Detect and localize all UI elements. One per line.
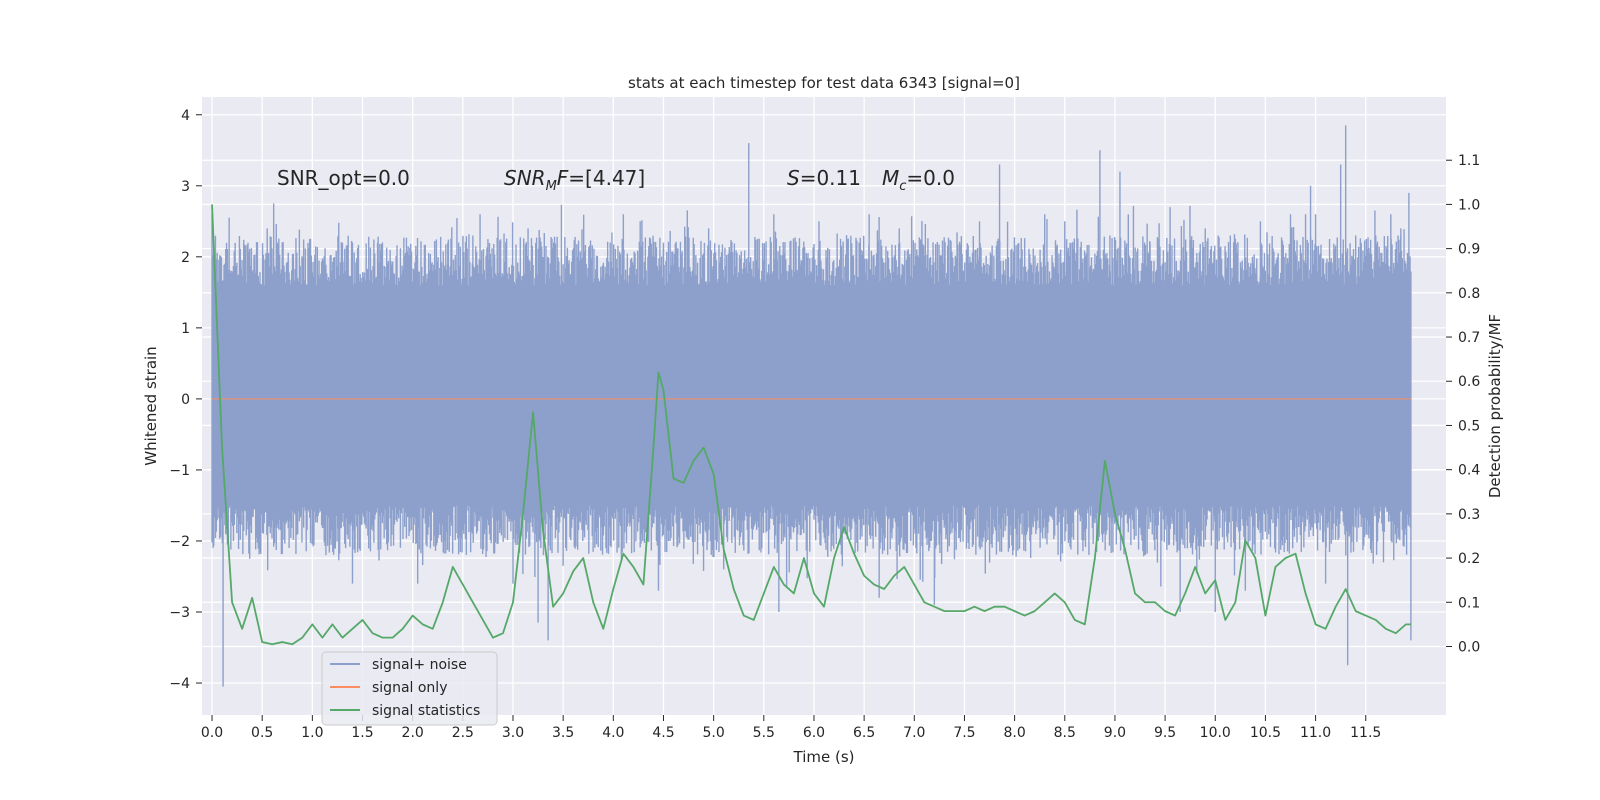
y-axis-right: 1.1 1.0 0.9 0.8 0.7 0.6 0.5 0.4 0.3 0.2 0.1 0.0 [1446,153,1480,655]
x-tick-label: 4.5 [652,725,674,741]
y-tick-label: −2 [169,534,190,550]
y-right-tick-label: 0.4 [1458,463,1480,479]
legend: signal+ noise signal only signal statist… [321,651,498,726]
snr-mf-symbol: SNR [504,166,546,190]
x-axis: 0.0 0.5 1.0 1.5 2.0 2.5 3.0 3.5 4.0 4.5 5.0 5.5 6.0 6… [201,715,1381,741]
legend-label-stats: signal statistics [372,703,480,719]
x-tick-label: 1.0 [301,725,323,741]
x-tick-label: 9.0 [1104,725,1126,741]
x-tick-label: 5.5 [753,725,775,741]
x-tick-label: 2.0 [402,725,424,741]
mc-symbol: M [882,166,899,190]
x-tick-label: 8.0 [1003,725,1025,741]
y-right-tick-label: 0.2 [1458,551,1480,567]
x-tick-label: 2.5 [452,725,474,741]
y-axis-label: Whitened strain [142,346,160,465]
y-axis-left: 4 3 2 1 0 −1 −2 −3 −4 [169,108,202,692]
signal-statistics-line [211,204,1411,646]
x-tick-label: 7.0 [903,725,925,741]
x-tick-label: 8.5 [1054,725,1076,741]
x-axis-label: Time (s) [793,748,855,766]
y-tick-label: 3 [181,179,190,195]
legend-label-noise: signal+ noise [372,657,467,673]
y-tick-label: −1 [169,463,190,479]
snr-mf-annotation: SNRMF=[4.47] [504,166,645,194]
x-tick-label: 6.5 [853,725,875,741]
y-right-tick-label: 0.1 [1458,595,1480,611]
y-right-tick-label: 0.7 [1458,330,1480,346]
y-tick-label: 4 [181,108,190,124]
x-tick-label: 10.5 [1250,725,1281,741]
y-right-tick-label: 0.9 [1458,242,1480,258]
x-tick-label: 10.0 [1200,725,1231,741]
x-tick-label: 1.5 [351,725,373,741]
signal-plus-noise-series [211,125,1412,687]
snr-opt-annotation: SNR_opt=0.0 [277,166,410,190]
y-right-tick-label: 0.5 [1458,418,1480,434]
y-tick-label: 0 [181,392,190,408]
legend-label-signal: signal only [372,680,447,696]
mc-subscript: c [899,179,906,194]
y-right-tick-label: 0.3 [1458,507,1480,523]
signal-statistics-series [211,204,1411,646]
snr-mf-value: =[4.47] [568,166,645,190]
x-tick-label: 4.0 [602,725,624,741]
y-tick-label: −3 [169,605,190,621]
s-symbol: S [787,166,800,190]
x-tick-label: 3.5 [552,725,574,741]
x-tick-label: 0.5 [251,725,273,741]
y-tick-label: 1 [181,321,190,337]
s-annotation: S=0.11 [787,166,861,190]
chart-title: stats at each timestep for test data 634… [628,74,1020,92]
y-right-tick-label: 1.1 [1458,153,1480,169]
y-tick-label: 2 [181,250,190,266]
y-right-tick-label: 1.0 [1458,197,1480,213]
mc-value: =0.0 [906,166,955,190]
y-right-tick-label: 0.0 [1458,639,1480,655]
mc-annotation: Mc=0.0 [882,166,955,194]
y-right-tick-label: 0.6 [1458,374,1480,390]
legend-box [321,651,498,726]
s-value: =0.11 [800,166,861,190]
x-tick-label: 7.5 [953,725,975,741]
x-tick-label: 5.0 [703,725,725,741]
x-tick-label: 11.5 [1350,725,1381,741]
y-axis-right-label: Detection probability/MF [1486,314,1504,498]
x-tick-label: 9.5 [1154,725,1176,741]
y-tick-label: −4 [169,676,190,692]
x-tick-label: 0.0 [201,725,223,741]
snr-mf-subscript: M [546,179,557,194]
x-tick-label: 6.0 [803,725,825,741]
x-tick-label: 11.0 [1300,725,1331,741]
y-right-tick-label: 0.8 [1458,286,1480,302]
x-tick-label: 3.0 [502,725,524,741]
snr-mf-f: F [557,166,569,190]
